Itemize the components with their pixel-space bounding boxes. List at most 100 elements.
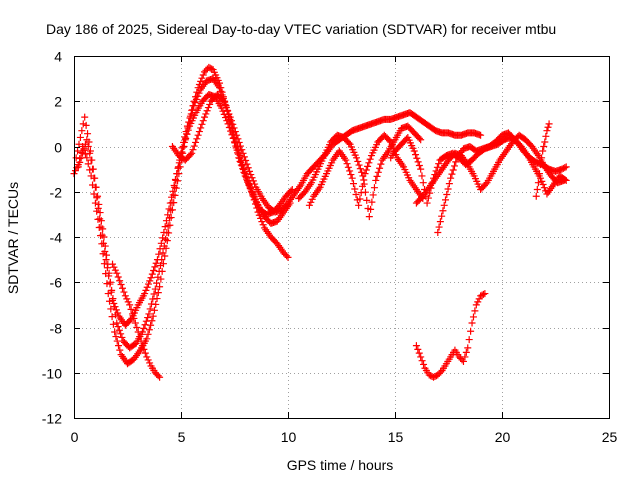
series-trace-b [72, 75, 292, 352]
data-point [305, 201, 313, 209]
data-point [142, 286, 150, 294]
data-point [459, 357, 467, 365]
data-point [162, 217, 170, 225]
data-point [156, 373, 164, 381]
data-point [74, 147, 82, 155]
data-point [358, 182, 366, 190]
data-point [370, 184, 378, 192]
data-point [363, 196, 371, 204]
data-point [97, 217, 105, 225]
data-point [308, 195, 316, 203]
data-point [110, 300, 118, 308]
data-point [415, 349, 423, 357]
data-point [435, 160, 443, 168]
data-point [90, 190, 98, 198]
data-point [221, 100, 229, 108]
data-point [561, 176, 569, 184]
data-point [145, 310, 153, 318]
data-point [238, 162, 246, 170]
data-point [136, 333, 144, 341]
data-point [247, 171, 255, 179]
series-trace-j [434, 129, 570, 236]
x-tick-label: 5 [178, 429, 186, 445]
data-point [171, 176, 179, 184]
data-point [248, 174, 256, 182]
data-point [535, 170, 543, 178]
data-point [481, 290, 489, 298]
data-point [418, 357, 426, 365]
data-point [118, 333, 126, 341]
data-point [77, 154, 85, 162]
data-point [144, 280, 152, 288]
x-tick-label: 25 [602, 429, 618, 445]
data-point [418, 172, 426, 180]
data-point [365, 213, 373, 221]
x-tick-label: 15 [388, 429, 404, 445]
data-point [113, 269, 121, 277]
data-point [143, 335, 151, 343]
data-point [283, 252, 291, 260]
data-point [348, 174, 356, 182]
data-point [147, 300, 155, 308]
data-point [410, 147, 418, 155]
data-point [361, 170, 369, 178]
data-point [374, 168, 382, 176]
data-point [90, 174, 98, 182]
data-point [96, 215, 104, 223]
data-point [149, 295, 157, 303]
series-trace-d [109, 260, 164, 381]
data-point [356, 195, 364, 203]
data-point [109, 260, 117, 268]
data-point [117, 281, 125, 289]
data-point [105, 272, 113, 280]
data-point [247, 186, 255, 194]
data-point [245, 167, 253, 175]
data-point [179, 143, 187, 150]
data-point [377, 160, 385, 168]
data-point [539, 181, 547, 189]
series-trace-i [412, 131, 568, 207]
data-point [175, 159, 183, 167]
data-point [237, 158, 245, 166]
data-point [121, 292, 129, 300]
data-point [84, 160, 92, 168]
x-tick-label: 10 [281, 429, 297, 445]
data-point [84, 130, 92, 138]
data-point [154, 289, 162, 297]
data-point [161, 223, 169, 231]
data-point [189, 146, 197, 154]
data-point [94, 192, 102, 200]
data-point [197, 124, 205, 132]
data-point [126, 301, 134, 309]
data-point [440, 201, 448, 209]
data-point [417, 136, 425, 144]
data-point [112, 306, 120, 314]
data-point [230, 124, 238, 132]
data-point [342, 156, 350, 164]
data-point [150, 266, 158, 274]
data-point [155, 267, 163, 275]
data-point [182, 134, 190, 142]
data-point [387, 138, 395, 146]
data-point [195, 89, 203, 97]
data-point [155, 250, 163, 258]
data-point [147, 274, 155, 282]
data-point [415, 134, 423, 142]
data-point [433, 163, 441, 171]
data-point [367, 205, 375, 213]
data-point [154, 372, 162, 380]
data-point [419, 179, 427, 187]
data-point [222, 104, 230, 112]
data-point [464, 344, 472, 352]
data-point [79, 149, 87, 157]
series-trace-g [305, 131, 427, 209]
data-point [120, 288, 128, 296]
data-point [96, 209, 104, 217]
data-point [131, 319, 139, 327]
data-point [150, 290, 158, 298]
grid [74, 56, 609, 418]
data-point [246, 183, 254, 191]
data-series [70, 63, 570, 381]
data-point [442, 196, 450, 204]
